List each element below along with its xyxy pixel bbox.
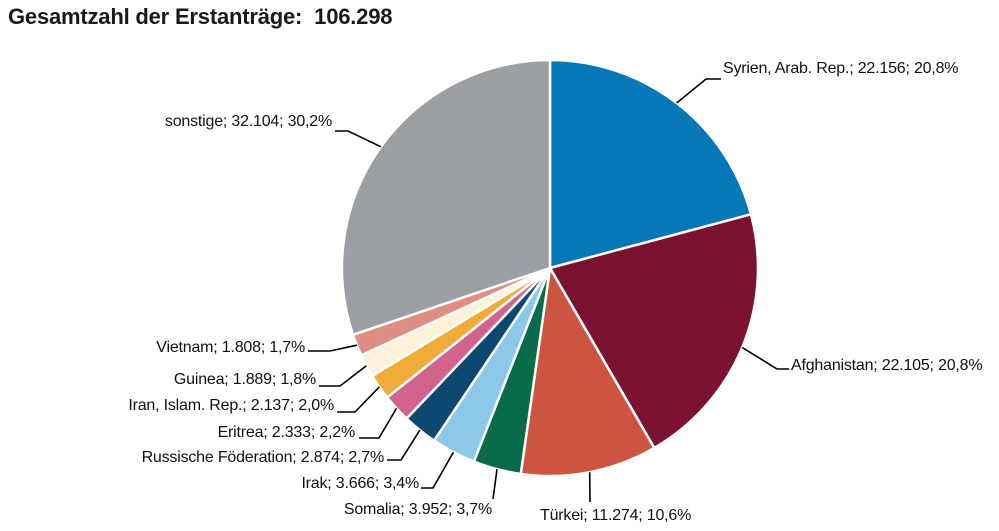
slice-label-eritrea: Eritrea; 2.333; 2,2% <box>217 424 356 441</box>
leader-line <box>337 386 380 413</box>
slice-label-afghanistan: Afghanistan; 22.105; 20,8% <box>791 357 983 374</box>
slice-label-russische-föderation: Russische Föderation; 2.874; 2,7% <box>141 449 385 466</box>
pie-slice-syrien-arab-rep- <box>548 58 753 270</box>
pie-slice-türkei <box>519 266 656 478</box>
slice-label-sonstige: sonstige; 32.104; 30,2% <box>164 113 332 130</box>
leader-line <box>319 365 367 387</box>
slice-label-syrien-arab-rep-: Syrien, Arab. Rep.; 22.156; 20,8% <box>723 60 959 77</box>
chart-title-label: Gesamtzahl der Erstanträge: <box>8 4 303 29</box>
leader-line <box>387 429 421 461</box>
chart-title-value: 106.298 <box>314 4 393 29</box>
chart-title: Gesamtzahl der Erstanträge: 106.298 <box>8 4 392 30</box>
leader-line <box>492 468 498 500</box>
leader-line <box>308 344 358 352</box>
slice-label-somalia: Somalia; 3.952; 3,7% <box>343 501 492 518</box>
leader-line <box>335 130 382 148</box>
slice-label-vietnam: Vietnam; 1.808; 1,7% <box>156 339 305 356</box>
leader-line <box>741 346 789 370</box>
pie-slice-sonstige <box>340 58 552 337</box>
slice-label-iran-islam-rep-: Iran, Islam. Rep.; 2.137; 2,0% <box>128 397 334 414</box>
leader-line <box>421 451 455 489</box>
slice-label-guinea: Guinea; 1.889; 1,8% <box>173 371 316 388</box>
leader-line <box>359 407 398 439</box>
leader-line <box>676 78 721 104</box>
pie-slice-afghanistan <box>548 213 760 450</box>
pie-slices <box>340 58 760 478</box>
slice-label-irak: Irak; 3.666; 3,4% <box>301 475 419 492</box>
leader-lines <box>308 78 789 503</box>
slice-label-türkei: Türkei; 11.274; 10,6% <box>540 507 692 524</box>
